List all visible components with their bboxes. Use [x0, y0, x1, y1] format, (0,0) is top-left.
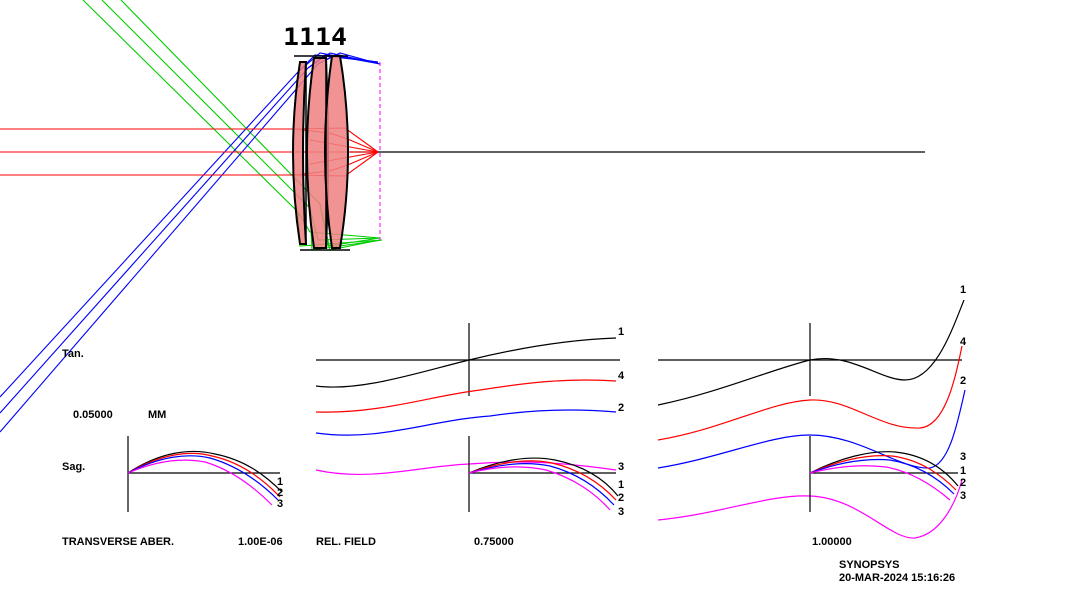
field-075-panel: 1 4 2 3 1 2 3 — [315, 323, 625, 518]
tan-100-label-4: 4 — [960, 336, 967, 348]
sag-panel-axis: 1 2 3 — [127, 436, 283, 512]
lens-layout: 1114 — [0, 0, 925, 433]
sag-100-label-1: 1 — [960, 465, 966, 477]
sag-100-label-3a: 3 — [960, 451, 966, 463]
sag-075-curve-1 — [468, 457, 619, 497]
sag-100-label-2: 2 — [960, 477, 966, 489]
lens-element-3 — [324, 55, 349, 249]
tan-100-label-2: 2 — [960, 375, 966, 387]
aberration-plots: Tan. Sag. 0.05000 MM 1 2 3 — [62, 284, 967, 548]
sag-075-curve-3 — [468, 466, 611, 511]
tan-075-curve-1 — [315, 337, 617, 388]
field-label-075: 0.75000 — [474, 536, 514, 548]
lens-elements — [292, 55, 349, 249]
tan-075-label-1: 1 — [618, 326, 624, 338]
tan-100-curve-1 — [657, 299, 965, 406]
rel-field-label: REL. FIELD — [316, 536, 376, 548]
sag-left-curve-label-1: 1 — [277, 476, 283, 488]
field-100-panel: 1 4 2 3 1 2 3 — [657, 284, 967, 539]
tan-100-curve-4 — [657, 345, 963, 441]
transverse-aber-title: TRANSVERSE ABER. — [62, 536, 174, 548]
sag-left-curve-label-3: 3 — [277, 498, 283, 510]
timestamp: 20-MAR-2024 15:16:26 — [839, 572, 955, 584]
lens-element-1 — [292, 61, 308, 245]
sag-075-label-2: 2 — [618, 492, 624, 504]
sag-axis-curve-4 — [127, 452, 281, 498]
surface-labels: 1114 — [283, 23, 347, 51]
wavelength-value: 1.00E-06 — [238, 536, 283, 548]
sag-axis-curve-1 — [127, 450, 283, 493]
tan-075-label-2: 2 — [618, 402, 624, 414]
sag-left-curve-label-2: 2 — [277, 487, 283, 499]
sag-label: Sag. — [62, 461, 85, 473]
sag-100-label-3b: 3 — [960, 490, 966, 502]
sag-100-curve-4 — [809, 455, 957, 491]
program-name: SYNOPSYS — [839, 559, 900, 571]
tan-100-label-1: 1 — [960, 284, 966, 296]
field-label-100: 1.00000 — [812, 536, 852, 548]
sag-075-label-1: 1 — [618, 479, 624, 491]
sag-075-label-3a: 3 — [618, 461, 624, 473]
scale-value: 0.05000 — [73, 409, 113, 421]
sag-axis-curve-3 — [127, 459, 273, 506]
sag-100-curve-2 — [809, 458, 955, 495]
tan-075-curve-2 — [315, 409, 617, 436]
sag-axis-curve-2 — [127, 455, 279, 501]
sag-100-curve-3 — [809, 465, 951, 501]
tan-100-curve-2 — [657, 389, 966, 469]
tan-075-label-4: 4 — [618, 370, 625, 382]
tan-100-curve-3 — [657, 479, 963, 539]
sag-075-curve-4 — [468, 460, 617, 501]
footer: SYNOPSYS 20-MAR-2024 15:16:26 — [839, 559, 955, 584]
tan-label: Tan. — [62, 348, 84, 360]
tan-075-curve-4 — [315, 379, 617, 413]
sag-075-curve-2 — [468, 463, 615, 506]
sag-100-curve-1 — [809, 451, 959, 487]
lens-edges — [294, 55, 350, 251]
sag-075-label-3b: 3 — [618, 506, 624, 518]
scale-unit: MM — [148, 409, 166, 421]
